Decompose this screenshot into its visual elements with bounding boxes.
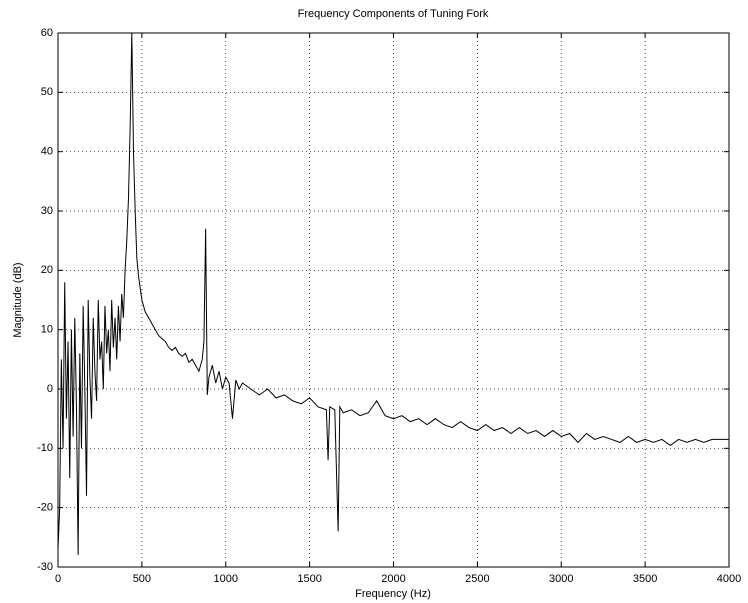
y-tick-label: 60 bbox=[41, 27, 53, 39]
x-tick-label: 2500 bbox=[465, 573, 489, 585]
y-axis-label: Magnitude (dB) bbox=[12, 262, 24, 337]
x-tick-label: 2000 bbox=[381, 573, 405, 585]
y-tick-label: -20 bbox=[37, 502, 53, 514]
x-tick-label: 4000 bbox=[717, 573, 741, 585]
plot-frame bbox=[57, 32, 730, 568]
y-tick-label: -10 bbox=[37, 442, 53, 454]
x-tick-label: 1000 bbox=[214, 573, 238, 585]
y-tick-label: -30 bbox=[37, 561, 53, 573]
x-tick-label: 500 bbox=[133, 573, 151, 585]
y-tick-label: 40 bbox=[41, 146, 53, 158]
x-tick-label: 3000 bbox=[549, 573, 573, 585]
spectrum-line bbox=[57, 32, 729, 556]
x-tick-label: 3500 bbox=[633, 573, 657, 585]
y-tick-label: 30 bbox=[41, 205, 53, 217]
y-tick-label: 20 bbox=[41, 264, 53, 276]
x-tick-label: 1500 bbox=[297, 573, 321, 585]
x-axis-label: Frequency (Hz) bbox=[355, 588, 431, 600]
y-tick-label: 50 bbox=[41, 86, 53, 98]
y-tick-label: 10 bbox=[41, 324, 53, 336]
chart-title: Frequency Components of Tuning Fork bbox=[298, 8, 489, 20]
x-tick-label: 0 bbox=[55, 573, 61, 585]
y-tick-label: 0 bbox=[47, 383, 53, 395]
